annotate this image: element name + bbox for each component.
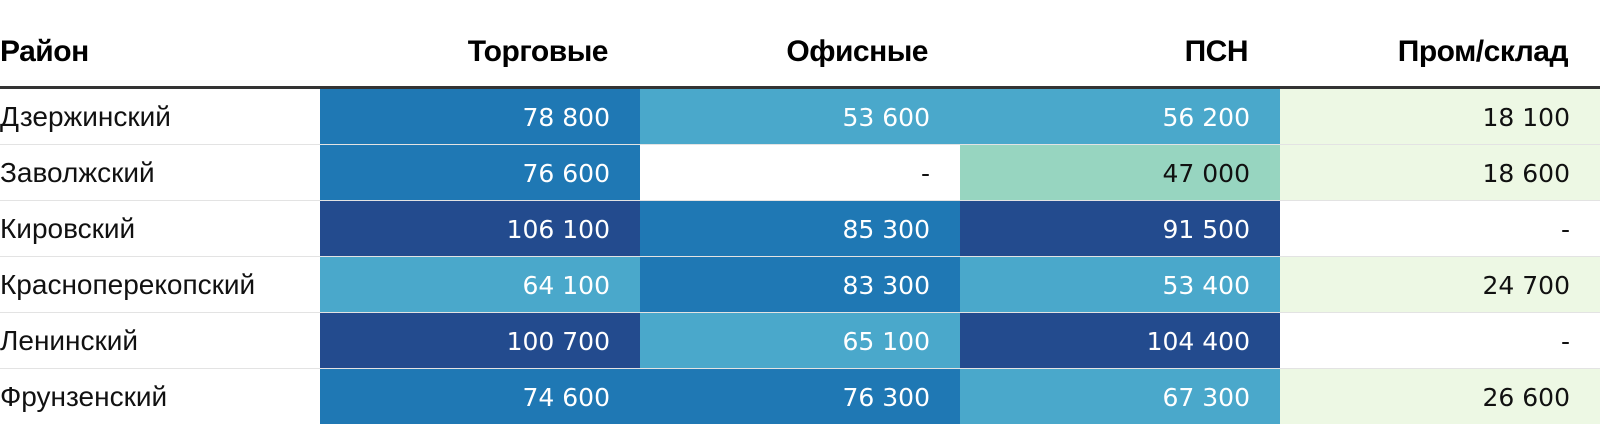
price-cell: 53 400 xyxy=(960,257,1280,312)
price-cell: 76 600 xyxy=(320,145,640,200)
header-office: Офисные xyxy=(786,35,928,68)
header-retail: Торговые xyxy=(467,35,609,68)
district-name: Ленинский xyxy=(0,325,139,356)
price-cell: 47 000 xyxy=(960,145,1280,200)
district-name: Кировский xyxy=(0,213,136,244)
price-table: Район Торговые Офисные ПСН Пром/склад Дз… xyxy=(0,20,1600,424)
district-name: Красноперекопский xyxy=(0,269,256,300)
price-cell: 18 100 xyxy=(1280,89,1600,144)
price-cell: 64 100 xyxy=(320,257,640,312)
price-cell: 53 600 xyxy=(640,89,960,144)
header-industrial: Пром/склад xyxy=(1397,35,1569,68)
price-cell: 74 600 xyxy=(320,369,640,424)
price-cell: - xyxy=(1280,313,1600,368)
price-cell: - xyxy=(640,145,960,200)
price-cell: 76 300 xyxy=(640,369,960,424)
table-body: Дзержинский 78 800 53 600 56 200 18 100 Завол… xyxy=(0,89,1600,424)
price-cell: 67 300 xyxy=(960,369,1280,424)
price-cell: 65 100 xyxy=(640,313,960,368)
price-cell: - xyxy=(1280,201,1600,256)
price-cell: 100 700 xyxy=(320,313,640,368)
price-cell: 18 600 xyxy=(1280,145,1600,200)
price-cell: 78 800 xyxy=(320,89,640,144)
price-cell: 24 700 xyxy=(1280,257,1600,312)
table-row: Красноперекопский 64 100 83 300 53 400 24 70… xyxy=(0,257,1600,313)
header-district: Район xyxy=(0,35,89,68)
table-row: Фрунзенский 74 600 76 300 67 300 26 600 xyxy=(0,369,1600,424)
price-cell: 83 300 xyxy=(640,257,960,312)
table-row: Ленинский 100 700 65 100 104 400- xyxy=(0,313,1600,369)
price-cell: 91 500 xyxy=(960,201,1280,256)
table-row: Кировский 106 100 85 300 91 500- xyxy=(0,201,1600,257)
district-name: Заволжский xyxy=(0,157,155,188)
table-header: Район Торговые Офисные ПСН Пром/склад xyxy=(0,20,1600,89)
table-row: Дзержинский 78 800 53 600 56 200 18 100 xyxy=(0,89,1600,145)
price-cell: 104 400 xyxy=(960,313,1280,368)
district-name: Дзержинский xyxy=(0,101,171,132)
header-psn: ПСН xyxy=(1184,35,1249,68)
price-cell: 26 600 xyxy=(1280,369,1600,424)
table-row: Заволжский 76 600-47 000 18 600 xyxy=(0,145,1600,201)
price-cell: 106 100 xyxy=(320,201,640,256)
price-cell: 85 300 xyxy=(640,201,960,256)
price-cell: 56 200 xyxy=(960,89,1280,144)
district-name: Фрунзенский xyxy=(0,381,168,412)
